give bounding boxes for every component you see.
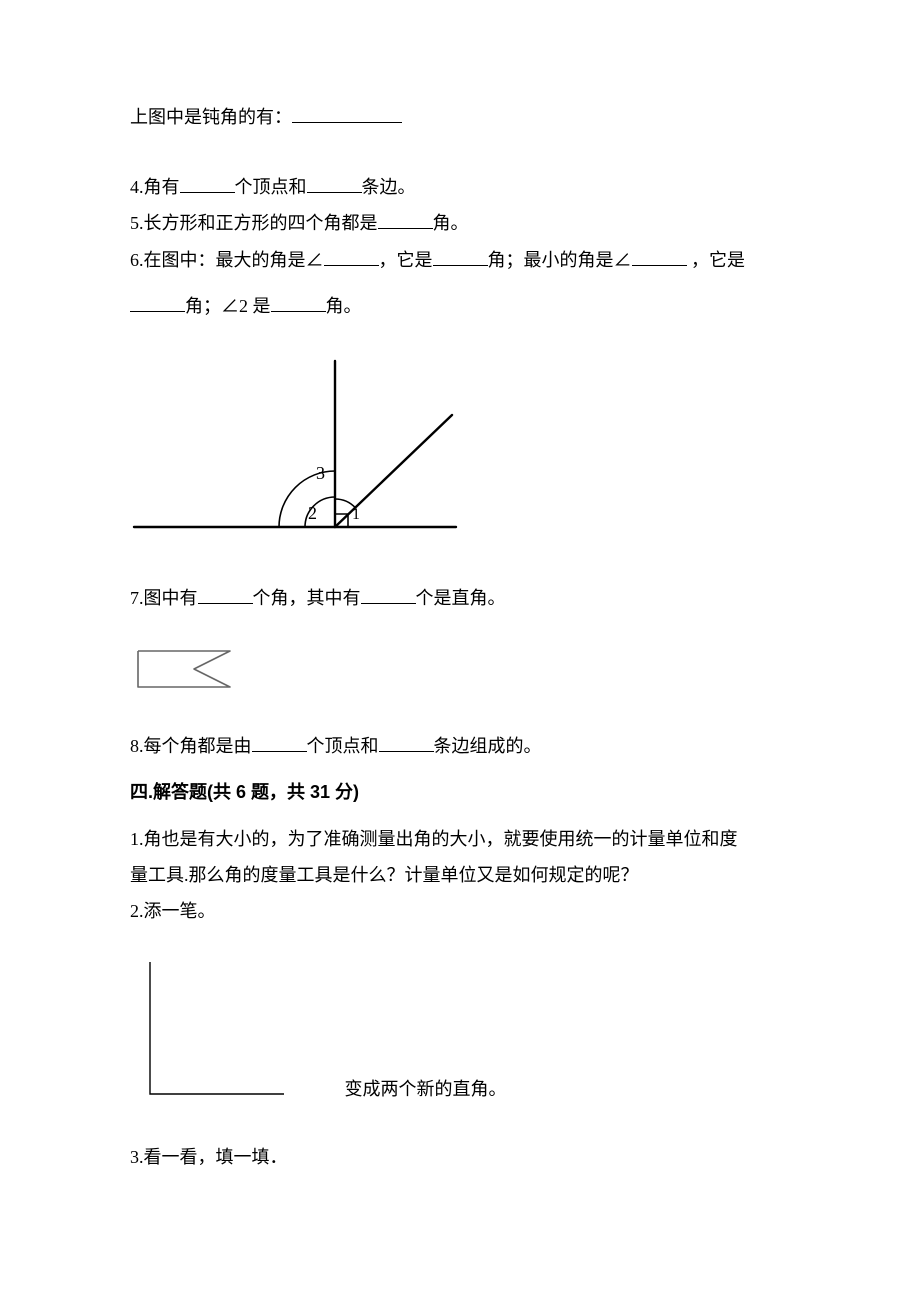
section4-heading: 四.解答题(共 6 题，共 31 分) <box>130 775 790 809</box>
figure7-wrap <box>130 643 790 695</box>
s4q2-text: 添一笔。 <box>144 901 216 921</box>
figure6-angle-diagram: 3 2 1 <box>130 351 460 547</box>
figure6-label-3: 3 <box>316 463 325 483</box>
gap-after-q3 <box>130 136 790 170</box>
q6-l2-part1: 角；∠2 是 <box>185 296 271 316</box>
q8-blank1[interactable] <box>252 734 307 752</box>
q4-part3: 条边。 <box>362 177 416 197</box>
q6-blank4[interactable] <box>130 294 185 312</box>
figure6-wrap: 3 2 1 <box>130 351 790 547</box>
s4q1-line1: 1.角也是有大小的，为了准确测量出角的大小，就要使用统一的计量单位和度 <box>130 822 790 856</box>
q4-blank2[interactable] <box>307 175 362 193</box>
gap-after-fig7 <box>130 705 790 729</box>
figure7-flag-diagram <box>130 643 242 695</box>
gap-q6-mid <box>130 279 790 289</box>
q4-part1: 角有 <box>144 177 180 197</box>
q4-line: 4.角有 个顶点和 条边。 <box>130 170 790 204</box>
q6-part4: ，它是 <box>687 250 746 270</box>
gap-after-figs4q2 <box>130 1116 790 1140</box>
q8-part2: 个顶点和 <box>307 736 379 756</box>
q5-line: 5.长方形和正方形的四个角都是 角。 <box>130 206 790 240</box>
q7-part3: 个是直角。 <box>416 588 506 608</box>
s4q1-l2: 量工具.那么角的度量工具是什么？计量单位又是如何规定的呢？ <box>130 865 639 885</box>
q8-line: 8.每个角都是由 个顶点和 条边组成的。 <box>130 729 790 763</box>
q4-num: 4. <box>130 177 144 197</box>
q6-blank1[interactable] <box>324 248 379 266</box>
figure6-label-1: 1 <box>352 506 360 523</box>
s4q2-line: 2.添一笔。 <box>130 894 790 928</box>
s4q1-l1: 角也是有大小的，为了准确测量出角的大小，就要使用统一的计量单位和度 <box>144 829 738 849</box>
s4q1-line2: 量工具.那么角的度量工具是什么？计量单位又是如何规定的呢？ <box>130 858 790 892</box>
q6-blank5[interactable] <box>271 294 326 312</box>
s4q3-line: 3.看一看，填一填． <box>130 1140 790 1174</box>
q6-part1: 在图中：最大的角是∠ <box>144 250 324 270</box>
q7-blank2[interactable] <box>361 586 416 604</box>
q5-part2: 角。 <box>433 213 469 233</box>
q5-num: 5. <box>130 213 144 233</box>
s4q2-num: 2. <box>130 901 144 921</box>
q6-line1: 6.在图中：最大的角是∠ ，它是 角；最小的角是∠ ，它是 <box>130 243 790 277</box>
q6-blank2[interactable] <box>433 248 488 266</box>
q6-part3: 角；最小的角是∠ <box>488 250 632 270</box>
q5-part1: 长方形和正方形的四个角都是 <box>144 213 378 233</box>
q5-blank[interactable] <box>378 211 433 229</box>
figure6-label-2: 2 <box>308 503 317 523</box>
q6-l2-part2: 角。 <box>326 296 362 316</box>
q6-num: 6. <box>130 250 144 270</box>
q7-num: 7. <box>130 588 144 608</box>
q7-part2: 个角，其中有 <box>253 588 361 608</box>
figure-s4q2-rightangle <box>130 956 290 1106</box>
q3-prefix: 上图中是钝角的有： <box>130 107 292 127</box>
s4q1-num: 1. <box>130 829 144 849</box>
s4q3-num: 3. <box>130 1147 144 1167</box>
q4-blank1[interactable] <box>180 175 235 193</box>
q7-part1: 图中有 <box>144 588 198 608</box>
q6-line2: 角；∠2 是 角。 <box>130 289 790 323</box>
q4-part2: 个顶点和 <box>235 177 307 197</box>
figure-s4q2-wrap: 变成两个新的直角。 <box>130 956 790 1106</box>
s4q3-text: 看一看，填一填． <box>144 1147 288 1167</box>
gap-after-fig6 <box>130 557 790 581</box>
q3-line: 上图中是钝角的有： <box>130 100 790 134</box>
q8-num: 8. <box>130 736 144 756</box>
s4q2-caption: 变成两个新的直角。 <box>345 1072 507 1106</box>
q3-blank[interactable] <box>292 105 402 123</box>
q8-blank2[interactable] <box>379 734 434 752</box>
q7-line: 7.图中有 个角，其中有 个是直角。 <box>130 581 790 615</box>
q6-part2: ，它是 <box>379 250 433 270</box>
q6-blank3[interactable] <box>632 248 687 266</box>
document-page: 上图中是钝角的有： 4.角有个顶点和条边。 5.长方形和正方形的四个角都是角。 … <box>0 0 920 1236</box>
q8-part3: 条边组成的。 <box>434 736 542 756</box>
q8-part1: 每个角都是由 <box>144 736 252 756</box>
q7-blank1[interactable] <box>198 586 253 604</box>
